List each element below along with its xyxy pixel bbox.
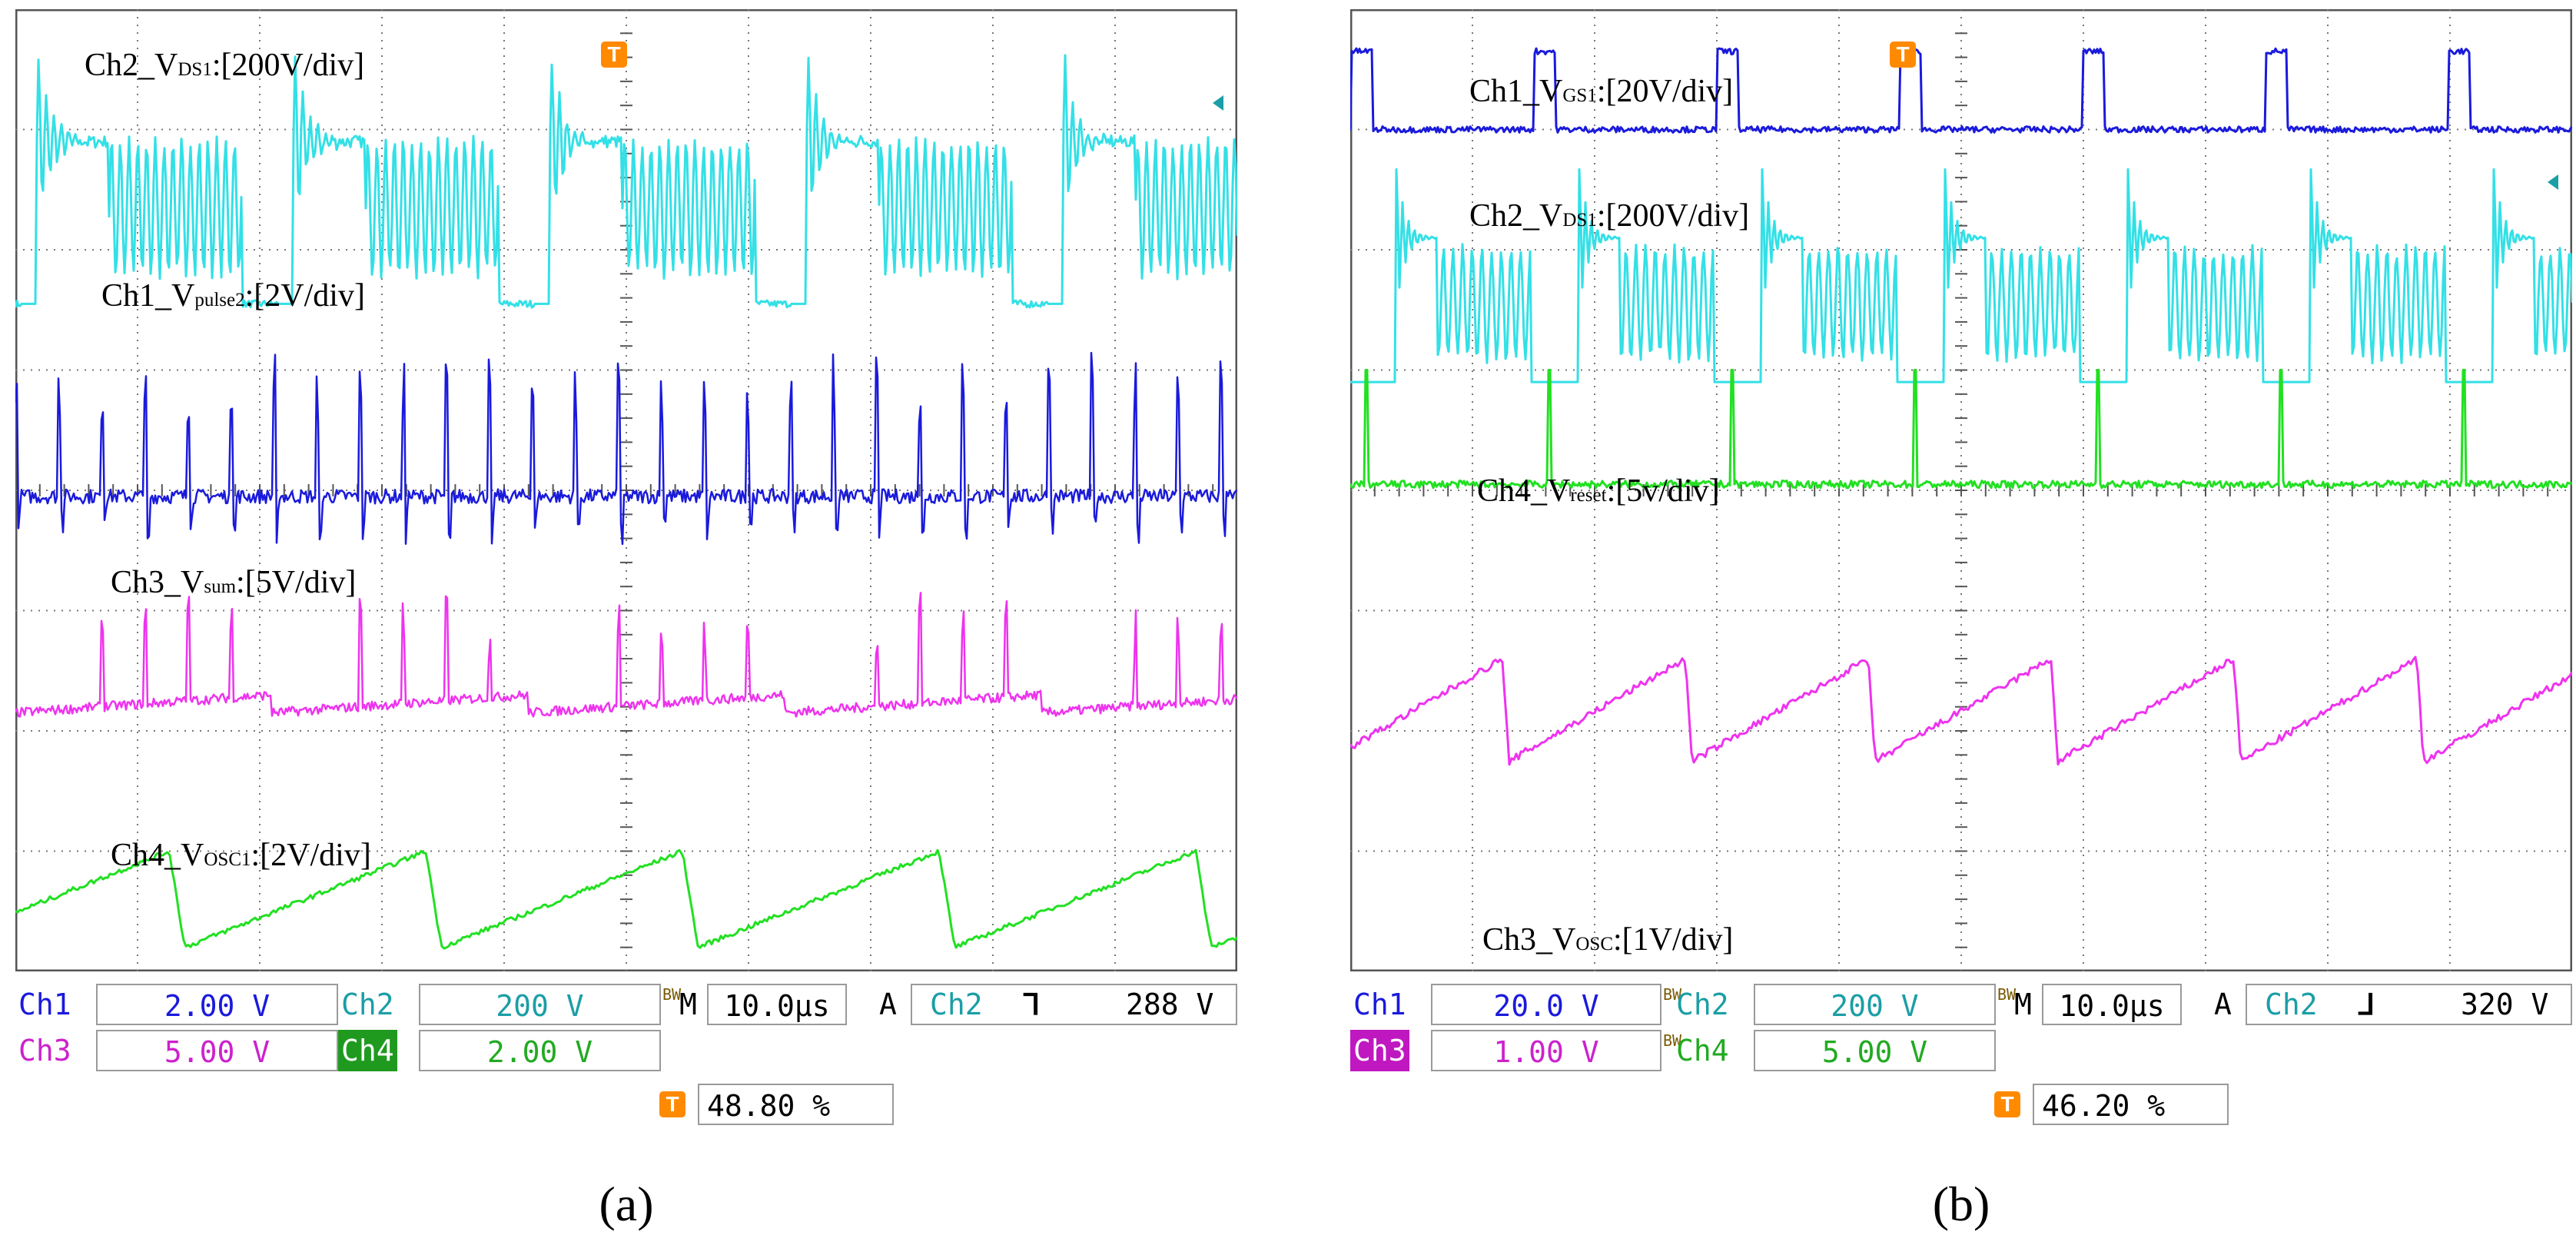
trace-label-b-3: Ch3_VOSC:[1V/div]: [1482, 922, 1734, 958]
trigger-level-b: 320 V: [2461, 988, 2549, 1021]
trace-label-b-0: Ch1_VGS1:[20V/div]: [1469, 74, 1734, 109]
trigger-position-icon-b: T: [1994, 1091, 2020, 1117]
status-bar-a: Ch1 2.00 V Ch2 200 V BW M 10.0µs A Ch2 ᒣ…: [15, 984, 1237, 1137]
timebase-a: 10.0µs: [707, 984, 847, 1025]
scope-screen-a: Ch2_VDS1:[200V/div] Ch1_Vpulse2:[2V/div]…: [15, 9, 1237, 971]
ch1-trace-a: [15, 351, 1237, 546]
ch3-tag-a: Ch3: [18, 1034, 71, 1067]
waveform-plot-a: [15, 9, 1237, 971]
ch3-scale-b: 1.00 V: [1431, 1030, 1661, 1071]
ch4-trace-b: [1350, 369, 2572, 490]
ch2-bw-b: BW: [1997, 985, 2017, 1004]
ground-marker: [1213, 95, 1223, 111]
ch3-tag-b: Ch3: [1350, 1030, 1409, 1071]
ch2-scale-b: 200 V: [1754, 984, 1996, 1025]
ch4-tag-b: Ch4: [1676, 1034, 1729, 1067]
trigger-box-b: [2246, 984, 2572, 1025]
trace-label-a-3: Ch4_VOSC1:[2V/div]: [111, 838, 371, 873]
ch1-trace-b: [1350, 47, 2572, 134]
trigger-box-a: [911, 984, 1237, 1025]
ch1-tag-b: Ch1: [1353, 988, 1406, 1021]
trigger-slope-icon-a: ᒣ: [1022, 988, 1041, 1021]
status-bar-b: Ch1 20.0 V BW Ch2 200 V BW M 10.0µs A Ch…: [1350, 984, 2572, 1137]
ch2-trace-a: [15, 54, 1237, 309]
ch1-tag-a: Ch1: [18, 988, 71, 1021]
trace-label-b-2: Ch4_Vreset:[5v/div]: [1477, 473, 1720, 509]
ch1-scale-b: 20.0 V: [1431, 984, 1661, 1025]
caption-a: (a): [599, 1177, 654, 1231]
ch4-tag-a: Ch4: [338, 1030, 397, 1071]
trigger-slope-icon-b: ᒧ: [2357, 988, 2375, 1021]
trigger-level-a: 288 V: [1126, 988, 1214, 1021]
caption-b: (b): [1932, 1177, 1990, 1231]
ch2-tag-a: Ch2: [341, 988, 394, 1021]
trace-label-a-1: Ch1_Vpulse2:[2V/div]: [101, 278, 365, 314]
ch2-scale-a: 200 V: [419, 984, 661, 1025]
trigger-marker-icon-a: T: [601, 42, 627, 68]
trace-label-a-0: Ch2_VDS1:[200V/div]: [85, 48, 365, 83]
ch2-tag-b: Ch2: [1676, 988, 1729, 1021]
trace-label-b-1: Ch2_VDS1:[200V/div]: [1469, 198, 1750, 234]
timebase-m-a: M: [679, 988, 697, 1021]
trigger-marker-icon-b: T: [1890, 42, 1916, 68]
ch2-bw-a: BW: [662, 985, 682, 1004]
trigger-position-b: 46.20 %: [2033, 1084, 2229, 1125]
trigger-position-a: 48.80 %: [698, 1084, 894, 1125]
ch3-trace-a: [15, 592, 1237, 718]
timebase-m-b: M: [2014, 988, 2032, 1021]
trace-label-a-2: Ch3_Vsum:[5V/div]: [111, 565, 357, 600]
ch3-bw-b: BW: [1663, 1031, 1682, 1050]
trigger-mode-a: A: [879, 988, 897, 1021]
timebase-b: 10.0µs: [2042, 984, 2182, 1025]
ch4-scale-a: 2.00 V: [419, 1030, 661, 1071]
ch3-trace-b: [1350, 656, 2572, 766]
trigger-source-a: Ch2: [930, 988, 983, 1021]
ground-marker: [2548, 174, 2558, 190]
trigger-mode-b: A: [2214, 988, 2232, 1021]
ch4-scale-b: 5.00 V: [1754, 1030, 1996, 1071]
ch3-scale-a: 5.00 V: [96, 1030, 338, 1071]
scope-screen-b: Ch1_VGS1:[20V/div] Ch2_VDS1:[200V/div] C…: [1350, 9, 2572, 971]
ch2-trace-b: [1350, 168, 2572, 383]
trigger-source-b: Ch2: [2265, 988, 2318, 1021]
ch1-bw-b: BW: [1663, 985, 1682, 1004]
ch4-trace-a: [15, 848, 1237, 950]
waveform-plot-b: [1350, 9, 2572, 971]
ch1-scale-a: 2.00 V: [96, 984, 338, 1025]
trigger-position-icon-a: T: [659, 1091, 685, 1117]
